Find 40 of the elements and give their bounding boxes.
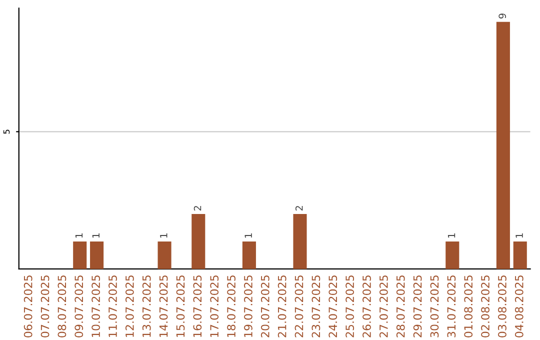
x-tick-label: 23.07.2025 bbox=[312, 275, 320, 338]
x-tick-label: 25.07.2025 bbox=[346, 275, 354, 338]
data-label: 1 bbox=[448, 233, 456, 238]
x-tick-label: 22.07.2025 bbox=[294, 275, 304, 338]
data-label: 2 bbox=[295, 206, 303, 211]
x-tick-label: 19.07.2025 bbox=[244, 275, 252, 337]
x-tick-label: 04.08.2025 bbox=[514, 275, 524, 338]
data-label: 9 bbox=[498, 14, 506, 18]
x-tick-label: 10.07.2025 bbox=[92, 275, 100, 337]
x-tick-label: 07.07.2025 bbox=[40, 275, 50, 338]
y-tick-label: 5 bbox=[3, 130, 10, 134]
x-tick-label: 31.07.2025 bbox=[447, 275, 456, 338]
x-tick-label: 09.07.2025 bbox=[74, 275, 84, 338]
x-tick-label: 02.08.2025 bbox=[481, 275, 490, 338]
data-label: 1 bbox=[516, 233, 523, 238]
x-tick-label: 24.07.2025 bbox=[328, 275, 338, 338]
data-label: 1 bbox=[75, 233, 83, 238]
x-tick-label: 13.07.2025 bbox=[142, 275, 151, 337]
x-tick-label: 30.07.2025 bbox=[430, 275, 439, 338]
data-label: 1 bbox=[244, 233, 252, 238]
x-tick-label: 17.07.2025 bbox=[210, 275, 219, 337]
x-tick-label: 20.07.2025 bbox=[260, 275, 270, 338]
x-tick-label: 26.07.2025 bbox=[362, 275, 371, 338]
x-tick-label: 16.07.2025 bbox=[193, 275, 202, 337]
data-label: 2 bbox=[194, 206, 202, 211]
x-tick-label: 14.07.2025 bbox=[159, 275, 168, 337]
x-tick-label: 15.07.2025 bbox=[176, 275, 185, 337]
x-tick-label: 01.08.2025 bbox=[464, 275, 473, 338]
x-tick-label: 28.07.2025 bbox=[396, 275, 405, 338]
x-tick-label: 27.07.2025 bbox=[379, 275, 388, 338]
x-tick-label: 08.07.2025 bbox=[58, 275, 66, 338]
data-label: 1 bbox=[160, 233, 168, 238]
x-tick-label: 18.07.2025 bbox=[227, 275, 236, 337]
x-tick-label: 21.07.2025 bbox=[278, 275, 286, 338]
x-tick-label: 29.07.2025 bbox=[413, 275, 422, 338]
x-tick-label: 11.07.2025 bbox=[108, 275, 117, 337]
x-tick-label: 12.07.2025 bbox=[125, 275, 134, 337]
data-label: 1 bbox=[92, 233, 100, 238]
x-tick-label: 06.07.2025 bbox=[24, 275, 32, 338]
x-tick-label: 03.08.2025 bbox=[498, 275, 506, 338]
